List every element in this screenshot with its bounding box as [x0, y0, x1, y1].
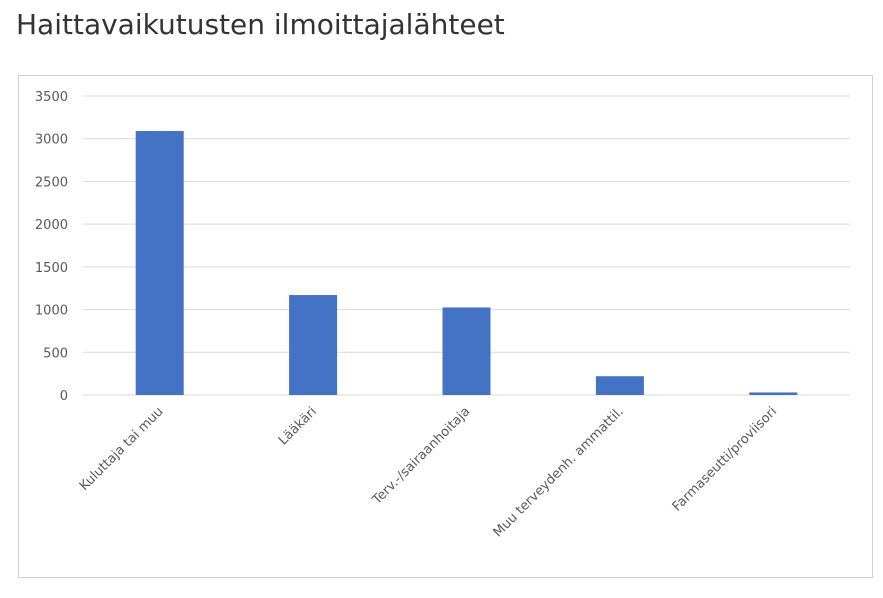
y-tick-label: 2000 [35, 218, 68, 233]
y-tick-label: 2500 [35, 175, 68, 190]
y-tick-label: 1000 [35, 304, 68, 319]
y-tick-label: 3000 [35, 133, 68, 148]
bar [135, 131, 184, 396]
chart-frame [18, 75, 873, 578]
y-tick-label: 1500 [35, 261, 68, 276]
chart-title: Haittavaikutusten ilmoittajalähteet [16, 8, 505, 41]
y-tick-label: 3500 [35, 90, 68, 105]
y-tick-label: 0 [60, 389, 68, 404]
bar [442, 307, 491, 395]
x-tick-label: Lääkäri [276, 404, 320, 448]
x-tick-label: Terv.-/sairaanhoitaja [369, 404, 473, 508]
x-tick-label: Kuluttaja tai muu [77, 404, 167, 494]
x-tick-label: Muu terveydenh. ammattil. [491, 404, 627, 540]
x-tick-label: Farmaseutti/proviisori [670, 404, 780, 514]
bar [289, 295, 338, 395]
bar [595, 376, 644, 395]
y-tick-label: 500 [43, 346, 68, 361]
bar [749, 392, 798, 395]
